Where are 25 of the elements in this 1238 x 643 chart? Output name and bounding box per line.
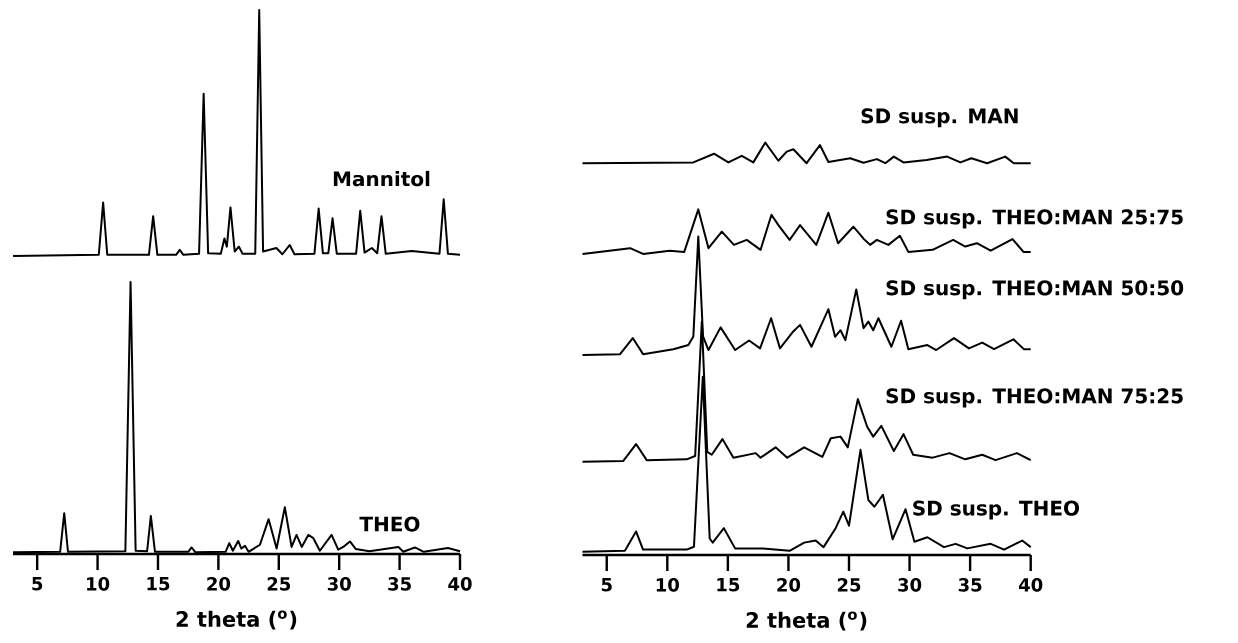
x-tick-label: 25 <box>837 578 861 592</box>
series-label: SD susp. THEO:MAN 75:25 <box>886 388 1183 408</box>
series-label: SD susp. THEO:MAN 25:75 <box>886 209 1183 229</box>
x-tick-label: 30 <box>327 577 351 591</box>
x-tick-label: 20 <box>207 577 231 591</box>
x-tick-label: 10 <box>656 578 679 592</box>
x-tick-label: 40 <box>1018 578 1043 592</box>
x-tick-label: 15 <box>717 578 740 592</box>
x-tick-label: 15 <box>147 577 170 591</box>
x-tick-label: 35 <box>388 577 411 591</box>
x-tick-label: 5 <box>601 578 612 592</box>
series-label: Mannitol <box>333 170 430 187</box>
x-axis-title: 2 theta ($^{o}$) <box>176 610 297 630</box>
series-label: SD susp. MAN <box>861 108 1018 128</box>
x-tick-label: 40 <box>448 577 472 591</box>
series-label: SD susp. THEO <box>913 500 1080 520</box>
x-tick-label: 35 <box>958 578 982 592</box>
x-tick-label: 10 <box>87 577 110 591</box>
x-tick-label: 20 <box>777 578 801 592</box>
x-axis-title: 2 theta ($^{o}$) <box>746 611 867 631</box>
x-tick-label: 30 <box>898 578 922 592</box>
x-tick-label: 5 <box>32 577 43 591</box>
x-tick-label: 25 <box>267 577 291 591</box>
series-label: THEO <box>359 516 420 532</box>
series-label: SD susp. THEO:MAN 50:50 <box>886 280 1184 300</box>
